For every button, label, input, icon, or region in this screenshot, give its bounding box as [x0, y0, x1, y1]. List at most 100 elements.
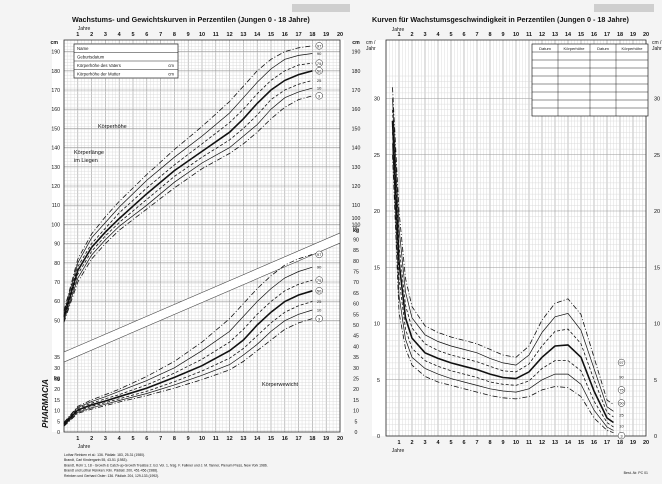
- percentile-label: 50: [317, 69, 322, 74]
- velocity-tick-right: 25: [654, 153, 660, 159]
- height-tick-right: 170: [352, 88, 361, 94]
- chart-labels: 1122334455667788991010111112121313141415…: [41, 26, 662, 478]
- weight-tick-left: 5: [57, 419, 60, 425]
- year-tick-bottom: 12: [227, 436, 233, 442]
- weight-tick-right: 90: [353, 237, 359, 243]
- velocity-curve-50: [391, 120, 614, 424]
- year-tick-top: 16: [591, 32, 597, 38]
- weight-tick-right: 25: [353, 377, 359, 383]
- velocity-tick-left: 10: [374, 322, 380, 328]
- height-tick-left: 190: [51, 50, 60, 56]
- year-tick-bottom: 6: [462, 440, 465, 446]
- percentile-marker: [315, 67, 323, 75]
- weight-tick-right: 80: [353, 259, 359, 265]
- percentile-marker: [315, 276, 323, 284]
- velocity-tick-right: 0: [654, 434, 657, 440]
- year-tick-top: 12: [227, 32, 233, 38]
- height-tick-left: 80: [54, 261, 60, 267]
- weight-tick-right: 15: [353, 398, 359, 404]
- right-title: Kurven für Wachstumsgeschwindigkeit in P…: [372, 15, 630, 24]
- year-tick-bottom: 15: [268, 436, 274, 442]
- footnote: Brandt, Rohr 1, 18 - Growth & Catch-up-G…: [64, 463, 268, 467]
- year-tick-top: 1: [397, 32, 400, 38]
- velocity-curve-75: [392, 109, 614, 418]
- info-table: Name Geburtsdatum Körperhöhe des Vaters cm K…: [73, 43, 179, 79]
- weight-tick-right: 0: [355, 430, 358, 436]
- year-tick-top: 4: [436, 32, 440, 38]
- velocity-curve-10: [392, 143, 614, 431]
- percentile-label: 75: [317, 278, 322, 283]
- height-tick-right: 100: [352, 222, 361, 228]
- year-tick-top: 15: [268, 32, 274, 38]
- percentile-label: 25: [317, 299, 322, 304]
- brand-logo: PHARMACIA: [41, 379, 50, 428]
- percentile-label: 75: [619, 388, 624, 393]
- velocity-tick-right: 30: [654, 97, 660, 103]
- year-tick-top: 12: [539, 32, 545, 38]
- year-tick-bottom: 16: [282, 436, 288, 442]
- year-tick-top: 16: [282, 32, 288, 38]
- weight-tick-right: 75: [353, 270, 359, 276]
- percentile-curves: [63, 45, 614, 433]
- percentile-marker: [315, 59, 323, 67]
- height-curve-90: [63, 53, 313, 313]
- year-tick-bottom: 14: [565, 440, 572, 446]
- year-tick-top: 9: [187, 32, 190, 38]
- year-tick-top: 2: [410, 32, 413, 38]
- percentile-label: 75: [317, 61, 322, 66]
- velocity-tick-right: 5: [654, 378, 657, 384]
- cm-unit-left: cm: [51, 40, 59, 46]
- velocity-tick-left: 20: [374, 209, 380, 215]
- weight-tick-right: 95: [353, 227, 359, 233]
- year-tick-bottom: 7: [475, 440, 478, 446]
- height-tick-left: 70: [54, 280, 60, 286]
- year-tick-bottom: 20: [337, 436, 343, 442]
- year-tick-bottom: 3: [104, 436, 107, 442]
- year-tick-bottom: 9: [501, 440, 504, 446]
- weight-tick-right: 40: [353, 344, 359, 350]
- height-tick-left: 160: [51, 107, 60, 113]
- right-grid: [385, 39, 647, 437]
- label-weight: Körperwewicht: [262, 382, 299, 388]
- weight-curve-90: [63, 266, 313, 424]
- weight-tick-right: 70: [353, 280, 359, 286]
- label-height: Körperhöhe: [98, 124, 127, 130]
- velocity-curve-3: [392, 154, 614, 433]
- weight-tick-right: 50: [353, 323, 359, 329]
- year-tick-top: 20: [337, 32, 343, 38]
- year-tick-bottom: 2: [90, 436, 93, 442]
- year-tick-bottom: 20: [643, 440, 649, 446]
- year-tick-bottom: 19: [323, 436, 329, 442]
- percentile-label: 50: [317, 288, 322, 293]
- year-tick-bottom: 10: [513, 440, 519, 446]
- year-tick-bottom: 2: [410, 440, 413, 446]
- year-tick-bottom: 18: [617, 440, 623, 446]
- footnote: Brandt und Lothar Reinken: Klin. Pädiatr…: [64, 469, 158, 473]
- weight-tick-left: 35: [54, 355, 60, 361]
- year-tick-top: 19: [323, 32, 329, 38]
- footnote: Brandt, Carl Kindergartn 55, 43-51 (1983…: [64, 458, 128, 462]
- weight-tick-left: 20: [54, 387, 60, 393]
- separator-band: [63, 232, 341, 363]
- years-label-top: Jahre: [392, 27, 405, 33]
- year-tick-bottom: 11: [526, 440, 532, 446]
- footnote: Reinken und Gerhard Oster: 136. Pädiatr.…: [64, 474, 159, 478]
- velocity-unit-right: cm /: [652, 40, 662, 46]
- weight-tick-right: 35: [353, 355, 359, 361]
- height-tick-right: 110: [352, 203, 360, 209]
- percentile-label: 3: [318, 93, 321, 98]
- percentile-marker: [315, 314, 323, 323]
- percentile-label: 10: [317, 86, 322, 91]
- year-tick-bottom: 4: [436, 440, 440, 446]
- info-table-unit: cm: [168, 72, 174, 77]
- year-tick-top: 10: [199, 32, 205, 38]
- percentile-label: 50: [619, 401, 624, 406]
- height-tick-right: 150: [352, 126, 361, 132]
- height-curve-25: [63, 80, 313, 319]
- year-tick-top: 18: [617, 32, 623, 38]
- velocity-tick-left: 30: [374, 97, 380, 103]
- height-tick-left: 90: [54, 242, 60, 248]
- velocity-tick-left: 25: [374, 153, 380, 159]
- year-tick-top: 5: [449, 32, 452, 38]
